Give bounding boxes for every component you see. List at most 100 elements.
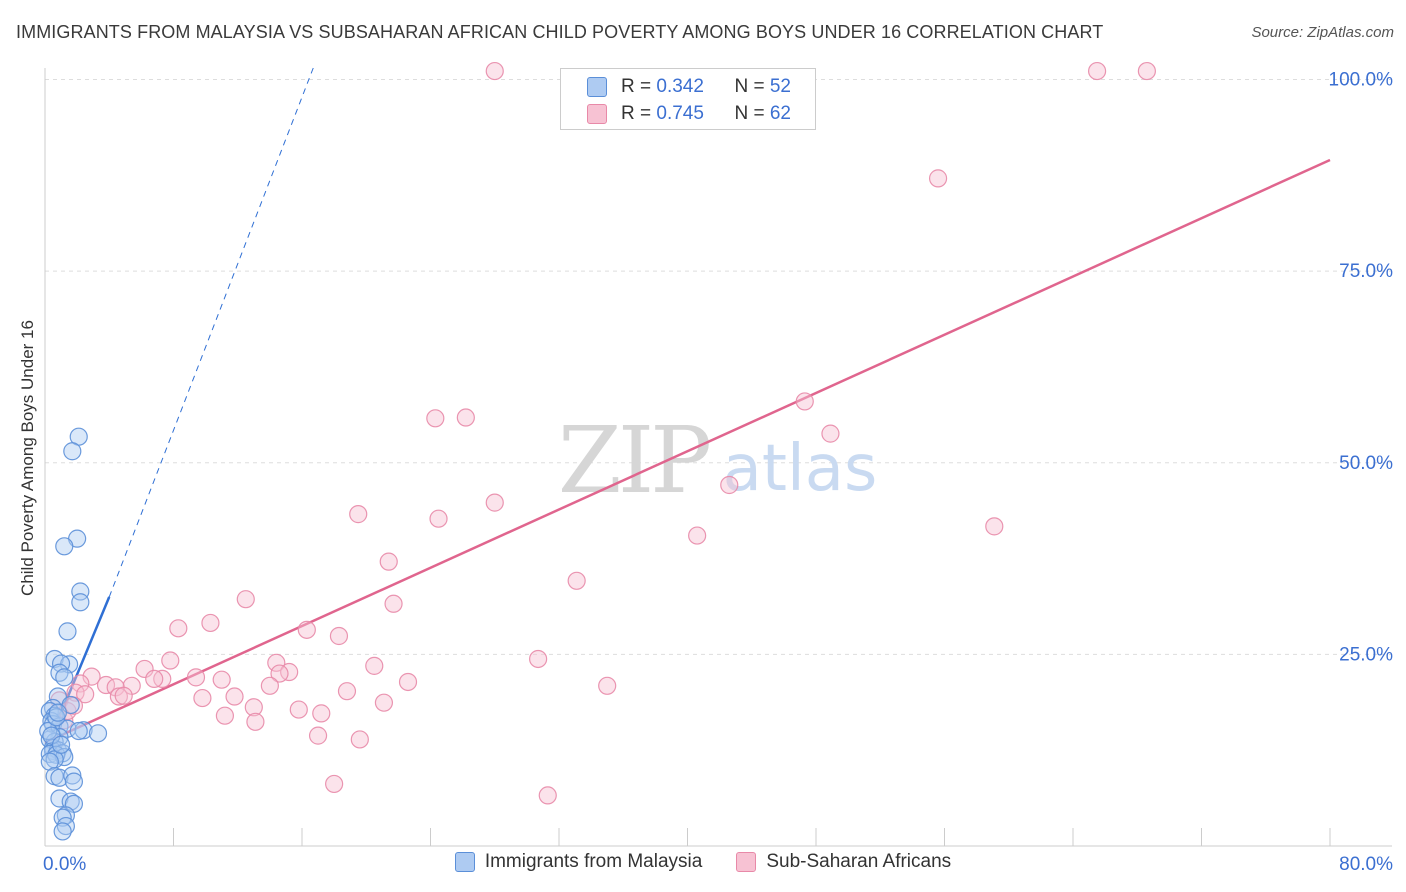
- data-point-sub-saharan: [485, 61, 504, 81]
- y-tick-labels: 25.0% 50.0% 75.0% 100.0%: [1329, 70, 1394, 666]
- data-point-malaysia: [56, 816, 75, 836]
- data-point-malaysia: [51, 735, 71, 754]
- data-point-sub-saharan: [161, 651, 180, 670]
- data-point-sub-saharan: [379, 552, 398, 571]
- data-point-sub-saharan: [567, 571, 586, 590]
- data-point-sub-saharan: [688, 526, 707, 545]
- watermark-zip: ZIP: [558, 407, 709, 514]
- data-point-sub-saharan: [985, 517, 1004, 536]
- data-point-sub-saharan: [145, 669, 164, 689]
- data-point-sub-saharan: [308, 726, 328, 745]
- trend-line-extension-malaysia: [108, 67, 314, 598]
- trend-line-malaysia: [50, 596, 111, 737]
- legend-label-sub-saharan: Sub-Saharan Africans: [766, 851, 952, 872]
- data-point-sub-saharan: [429, 509, 448, 528]
- data-point-malaysia: [53, 822, 72, 841]
- y-tick-label: 75.0%: [1339, 261, 1393, 282]
- series-malaysia-points: [39, 427, 108, 841]
- n-label: N =: [734, 76, 770, 97]
- data-point-sub-saharan: [485, 493, 504, 512]
- data-point-sub-saharan: [71, 674, 90, 693]
- data-point-sub-saharan: [1087, 61, 1107, 81]
- data-point-malaysia: [71, 593, 90, 612]
- data-point-sub-saharan: [244, 698, 263, 717]
- data-point-sub-saharan: [236, 590, 255, 609]
- data-point-malaysia: [69, 721, 88, 741]
- watermark-atlas: atlas: [723, 432, 878, 506]
- data-point-malaysia: [55, 668, 74, 687]
- data-point-sub-saharan: [267, 653, 286, 672]
- data-point-malaysia: [48, 687, 67, 706]
- y-tick-label: 50.0%: [1339, 453, 1393, 474]
- stats-legend: R = 0.342 N = 52 R = 0.745 N = 62: [560, 68, 816, 130]
- stats-row-blue: R = 0.342 N = 52: [587, 74, 791, 100]
- stats-row-pink: R = 0.745 N = 62: [587, 101, 791, 127]
- data-point-sub-saharan: [270, 664, 289, 683]
- x-tick-label: 0.0%: [43, 854, 86, 875]
- r-label: R =: [621, 76, 657, 97]
- data-point-sub-saharan: [260, 676, 279, 695]
- trend-lines: [44, 67, 1331, 744]
- n-label: N =: [734, 103, 770, 124]
- data-point-malaysia: [55, 537, 74, 556]
- data-point-sub-saharan: [312, 704, 331, 723]
- r-label: R =: [621, 103, 657, 124]
- data-point-sub-saharan: [928, 169, 948, 188]
- y-tick-label: 100.0%: [1329, 70, 1394, 91]
- legend-item-malaysia[interactable]: Immigrants from Malaysia: [454, 851, 703, 873]
- data-point-malaysia: [64, 772, 84, 791]
- chart-title: IMMIGRANTS FROM MALAYSIA VS SUBSAHARAN A…: [16, 22, 1104, 42]
- data-point-sub-saharan: [215, 706, 234, 725]
- data-point-sub-saharan: [720, 475, 739, 495]
- data-point-sub-saharan: [329, 626, 349, 646]
- data-point-malaysia: [61, 792, 80, 811]
- data-point-sub-saharan: [821, 424, 840, 443]
- data-point-sub-saharan: [169, 619, 188, 638]
- data-point-sub-saharan: [76, 685, 95, 704]
- legend-swatch-blue: [454, 852, 475, 872]
- data-point-malaysia: [42, 726, 61, 745]
- y-axis-label: Child Poverty Among Boys Under 16: [18, 320, 37, 596]
- data-point-malaysia: [71, 582, 90, 601]
- data-point-sub-saharan: [384, 594, 403, 613]
- data-point-sub-saharan: [212, 670, 231, 689]
- data-point-sub-saharan: [201, 613, 220, 633]
- data-point-sub-saharan: [529, 649, 548, 669]
- data-point-malaysia: [51, 654, 71, 673]
- bottom-legend: Immigrants from Malaysia Sub-Saharan Afr…: [0, 851, 1406, 873]
- x-tick-labels: 0.0% 80.0%: [43, 854, 1393, 875]
- data-point-sub-saharan: [325, 774, 344, 794]
- data-point-sub-saharan: [598, 676, 617, 695]
- y-tick-label: 25.0%: [1339, 644, 1393, 665]
- data-point-sub-saharan: [337, 682, 357, 701]
- data-point-sub-saharan: [109, 687, 128, 706]
- data-point-malaysia: [63, 766, 82, 785]
- data-point-sub-saharan: [246, 712, 265, 731]
- data-point-sub-saharan: [193, 688, 212, 708]
- data-point-sub-saharan: [82, 667, 101, 686]
- r-value-pink: 0.745: [656, 103, 704, 124]
- data-point-sub-saharan: [350, 730, 369, 749]
- data-point-malaysia: [58, 622, 77, 641]
- stats-swatch-blue: [587, 77, 607, 97]
- n-value-pink: 62: [769, 103, 791, 124]
- data-point-sub-saharan: [456, 408, 475, 427]
- data-point-sub-saharan: [349, 505, 368, 524]
- data-point-sub-saharan: [795, 392, 814, 411]
- legend-item-sub-saharan[interactable]: Sub-Saharan Africans: [736, 851, 951, 873]
- data-point-malaysia: [74, 721, 93, 740]
- data-point-sub-saharan: [538, 786, 557, 805]
- data-point-sub-saharan: [135, 659, 154, 679]
- data-point-sub-saharan: [1137, 61, 1156, 81]
- data-point-sub-saharan: [225, 687, 244, 706]
- data-point-sub-saharan: [297, 620, 316, 639]
- legend-label-malaysia: Immigrants from Malaysia: [484, 851, 703, 872]
- x-tick-label: 80.0%: [1339, 854, 1393, 875]
- r-value-blue: 0.342: [656, 76, 704, 97]
- data-point-sub-saharan: [114, 686, 133, 705]
- data-point-malaysia: [88, 724, 108, 743]
- data-point-sub-saharan: [426, 409, 445, 428]
- data-point-malaysia: [48, 703, 67, 722]
- data-point-sub-saharan: [186, 668, 206, 687]
